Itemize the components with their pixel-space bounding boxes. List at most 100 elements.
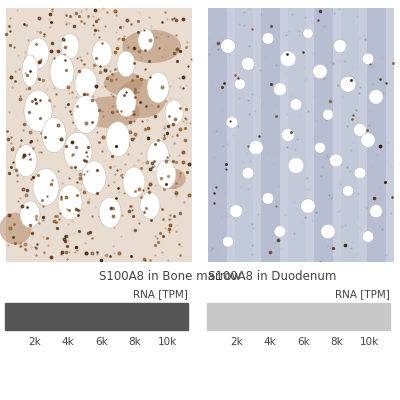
FancyBboxPatch shape: [138, 303, 148, 331]
FancyBboxPatch shape: [179, 303, 189, 331]
FancyBboxPatch shape: [171, 303, 181, 331]
Ellipse shape: [140, 192, 160, 219]
Ellipse shape: [20, 201, 40, 228]
FancyBboxPatch shape: [356, 303, 366, 331]
Circle shape: [362, 53, 374, 64]
Ellipse shape: [122, 30, 181, 63]
Text: 6k: 6k: [297, 337, 310, 347]
FancyBboxPatch shape: [207, 303, 217, 331]
FancyBboxPatch shape: [373, 303, 383, 331]
Ellipse shape: [147, 72, 169, 103]
Circle shape: [249, 140, 263, 155]
Ellipse shape: [138, 29, 154, 51]
Circle shape: [340, 76, 356, 92]
FancyBboxPatch shape: [224, 303, 233, 331]
Ellipse shape: [50, 54, 74, 90]
FancyBboxPatch shape: [232, 303, 242, 331]
Circle shape: [369, 90, 383, 104]
Ellipse shape: [165, 100, 183, 126]
Circle shape: [280, 51, 296, 67]
Circle shape: [303, 28, 313, 38]
Text: RNA [TPM]: RNA [TPM]: [335, 289, 390, 299]
Ellipse shape: [24, 90, 52, 132]
Circle shape: [242, 57, 254, 70]
FancyBboxPatch shape: [265, 303, 275, 331]
Ellipse shape: [27, 38, 49, 68]
FancyBboxPatch shape: [273, 303, 283, 331]
Bar: [261, 8, 280, 262]
FancyBboxPatch shape: [104, 303, 114, 331]
FancyBboxPatch shape: [257, 303, 266, 331]
Bar: [6, 8, 192, 262]
FancyBboxPatch shape: [63, 303, 73, 331]
Ellipse shape: [75, 68, 97, 99]
FancyBboxPatch shape: [381, 303, 391, 331]
Circle shape: [342, 186, 354, 196]
FancyBboxPatch shape: [298, 303, 308, 331]
FancyBboxPatch shape: [146, 303, 156, 331]
Ellipse shape: [15, 145, 37, 177]
FancyBboxPatch shape: [113, 303, 123, 331]
Bar: [208, 8, 226, 262]
FancyBboxPatch shape: [13, 303, 23, 331]
Text: S100A8 in Duodenum: S100A8 in Duodenum: [208, 270, 336, 283]
Ellipse shape: [92, 40, 112, 67]
Circle shape: [330, 154, 342, 167]
Circle shape: [362, 231, 374, 242]
Text: 2k: 2k: [28, 337, 41, 347]
FancyBboxPatch shape: [323, 303, 333, 331]
Ellipse shape: [117, 51, 135, 77]
Text: S100A8 in Bone marrow: S100A8 in Bone marrow: [99, 270, 241, 283]
FancyBboxPatch shape: [96, 303, 106, 331]
Ellipse shape: [42, 118, 66, 152]
Text: 10k: 10k: [360, 337, 379, 347]
Ellipse shape: [33, 168, 59, 206]
FancyBboxPatch shape: [88, 303, 98, 331]
Circle shape: [323, 109, 333, 120]
FancyBboxPatch shape: [71, 303, 81, 331]
Circle shape: [234, 79, 246, 90]
FancyBboxPatch shape: [290, 303, 300, 331]
Ellipse shape: [73, 95, 99, 134]
FancyBboxPatch shape: [248, 303, 258, 331]
Circle shape: [262, 33, 274, 44]
FancyBboxPatch shape: [215, 303, 225, 331]
FancyBboxPatch shape: [315, 303, 325, 331]
FancyBboxPatch shape: [55, 303, 64, 331]
Ellipse shape: [22, 55, 38, 87]
Ellipse shape: [106, 122, 130, 157]
FancyBboxPatch shape: [5, 303, 15, 331]
Ellipse shape: [116, 79, 166, 118]
Text: 10k: 10k: [158, 337, 177, 347]
Text: 8k: 8k: [330, 337, 343, 347]
Ellipse shape: [64, 132, 92, 171]
Ellipse shape: [0, 213, 32, 244]
Circle shape: [301, 199, 315, 213]
Ellipse shape: [123, 167, 145, 198]
FancyBboxPatch shape: [30, 303, 40, 331]
Circle shape: [313, 64, 327, 79]
FancyBboxPatch shape: [306, 303, 316, 331]
Circle shape: [321, 224, 335, 239]
FancyBboxPatch shape: [340, 303, 350, 331]
Circle shape: [230, 205, 242, 218]
Circle shape: [370, 205, 382, 218]
Ellipse shape: [156, 160, 176, 189]
Circle shape: [315, 142, 326, 153]
Ellipse shape: [61, 33, 79, 59]
Circle shape: [334, 40, 346, 52]
Text: 6k: 6k: [95, 337, 108, 347]
Circle shape: [282, 128, 294, 142]
Circle shape: [221, 39, 235, 53]
Circle shape: [354, 167, 366, 179]
FancyBboxPatch shape: [80, 303, 90, 331]
FancyBboxPatch shape: [38, 303, 48, 331]
FancyBboxPatch shape: [365, 303, 374, 331]
FancyBboxPatch shape: [154, 303, 164, 331]
FancyBboxPatch shape: [46, 303, 56, 331]
Ellipse shape: [81, 96, 140, 128]
Text: 8k: 8k: [128, 337, 141, 347]
Ellipse shape: [116, 88, 136, 117]
FancyBboxPatch shape: [22, 303, 31, 331]
Circle shape: [274, 83, 286, 96]
